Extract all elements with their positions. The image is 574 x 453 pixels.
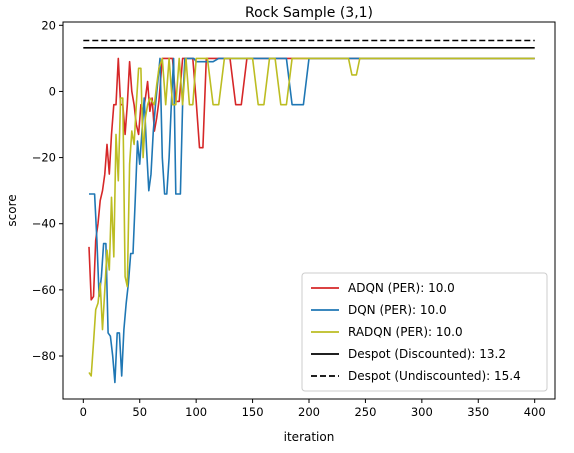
series-line-3 [88, 57, 535, 377]
legend-label: RADQN (PER): 10.0 [348, 325, 463, 339]
x-tick-label: 100 [185, 405, 207, 419]
x-tick-label: 0 [80, 405, 87, 419]
legend-box [301, 272, 548, 392]
y-tick-label: 20 [41, 18, 56, 32]
x-tick-label: 200 [298, 405, 320, 419]
x-tick-label: 300 [411, 405, 433, 419]
legend: ADQN (PER): 10.0 DQN (PER): 10.0 RADQN (PE… [301, 272, 548, 392]
x-tick-label: 250 [354, 405, 376, 419]
y-axis: −80 −60 −40 −20 0 20 [32, 18, 63, 363]
y-tick-label: −40 [32, 217, 56, 231]
y-axis-label: score [5, 194, 19, 226]
x-tick-label: 150 [242, 405, 264, 419]
legend-label: Despot (Undiscounted): 15.4 [348, 369, 521, 383]
x-tick-label: 50 [132, 405, 147, 419]
x-tick-label: 400 [524, 405, 546, 419]
series-layer [83, 39, 535, 384]
legend-label: ADQN (PER): 10.0 [348, 281, 455, 295]
y-tick-label: −80 [32, 349, 56, 363]
legend-label: Despot (Discounted): 13.2 [348, 347, 506, 361]
x-axis-label: iteration [284, 430, 335, 444]
legend-label: DQN (PER): 10.0 [348, 303, 447, 317]
y-tick-label: 0 [49, 84, 56, 98]
x-tick-label: 350 [467, 405, 489, 419]
y-tick-label: −60 [32, 283, 56, 297]
y-tick-label: −20 [32, 151, 56, 165]
x-axis: 0 50 100 150 200 250 300 350 400 [80, 399, 546, 419]
chart-title: Rock Sample (3,1) [245, 5, 373, 21]
